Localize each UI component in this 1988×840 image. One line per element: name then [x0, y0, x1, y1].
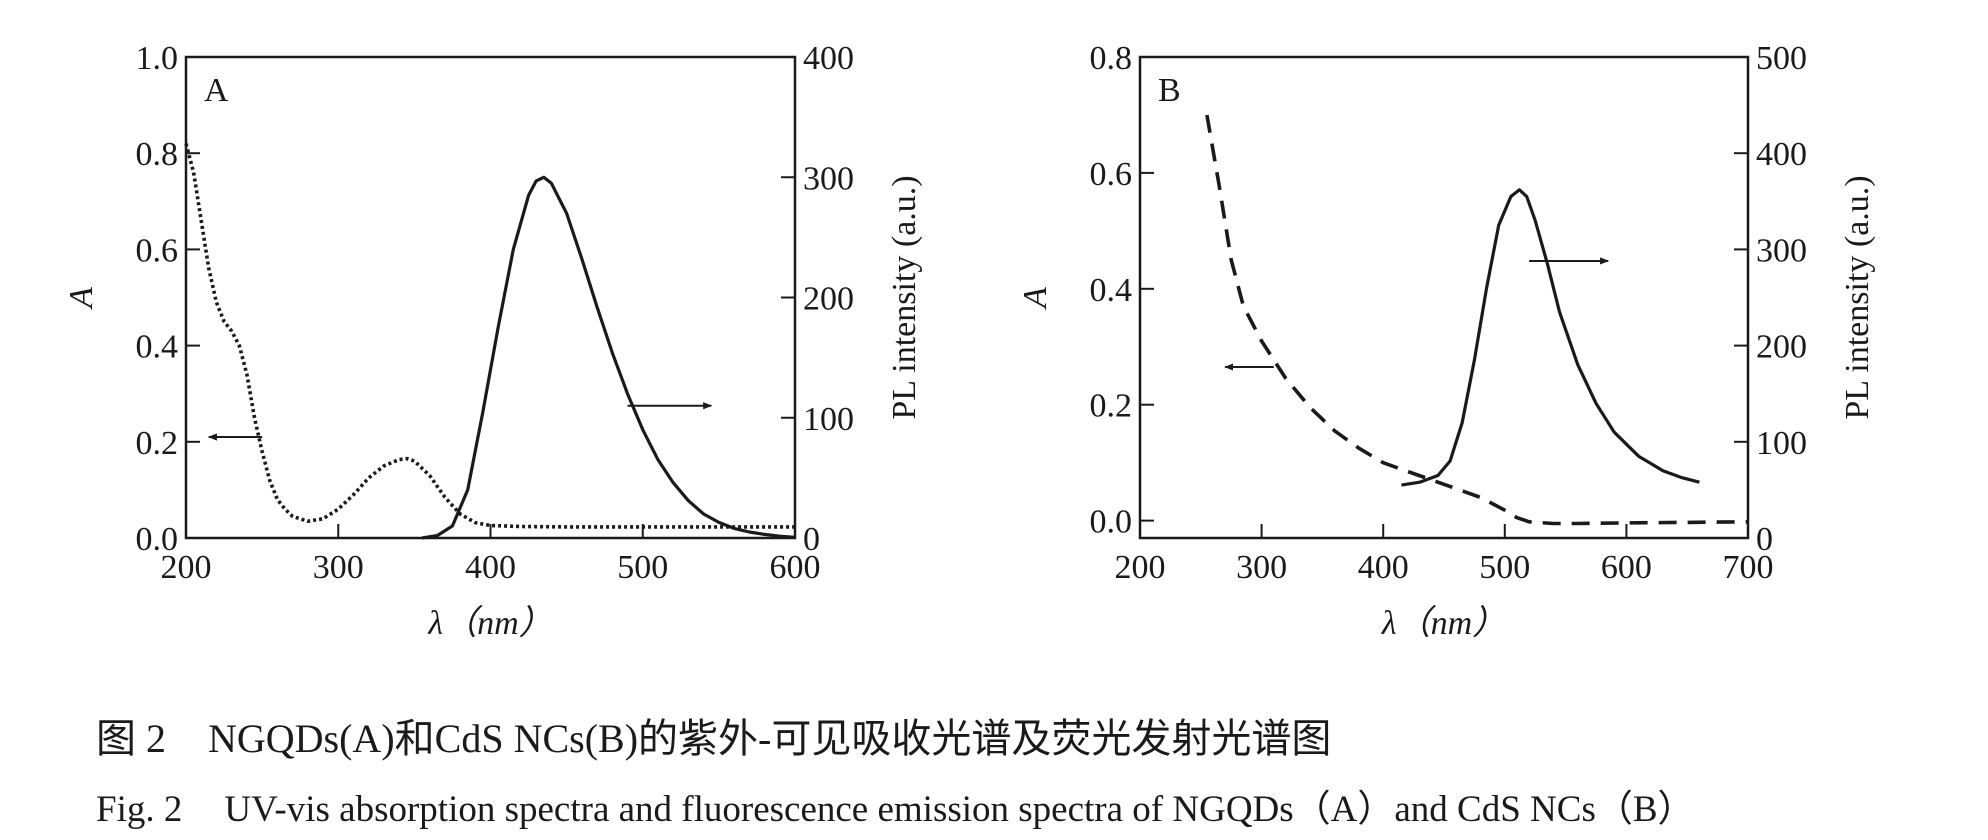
panel-a-ytick-left-label: 0.4	[136, 329, 179, 366]
panel-b-xtick-label: 200	[1115, 549, 1166, 586]
panel-b-ytick-left-label: 0.0	[1090, 504, 1133, 541]
caption-chinese-text: NGQDs(A)和CdS NCs(B)的紫外-可见吸收光谱及荧光发射光谱图	[208, 716, 1332, 761]
panel-a-ytick-left-label: 1.0	[136, 40, 179, 77]
panel-b-y-axis-title-right: PL intensity (a.u.)	[1839, 175, 1876, 419]
panel-a-ytick-right-label: 100	[803, 401, 854, 438]
panel-b-y-axis-title-left: A	[1017, 287, 1054, 310]
panel-a-ytick-right-label: 200	[803, 281, 854, 318]
panel-a: 200 300 400 500 600 0.0 0.2 0.4 0.6 0.8 1.0 0 100 200…	[63, 40, 923, 642]
panel-a-x-axis-title: λ（nm）	[427, 604, 552, 642]
panel-a-xtick-label: 300	[313, 549, 364, 586]
caption-chinese: 图 2 NGQDs(A)和CdS NCs(B)的紫外-可见吸收光谱及荧光发射光谱图	[96, 706, 1331, 764]
panel-a-xtick-label: 500	[617, 549, 668, 586]
panel-b-ytick-right-label: 100	[1756, 425, 1807, 462]
panel-a-ytick-left-label: 0.2	[136, 425, 179, 462]
caption-english: Fig. 2 UV-vis absorption spectra and fluo…	[96, 778, 1695, 832]
panel-b-xtick-label: 400	[1358, 549, 1409, 586]
panel-b-ytick-left-label: 0.4	[1090, 272, 1133, 309]
panel-a-y-axis-title-left: A	[63, 287, 100, 310]
panel-b-ytick-right-label: 300	[1756, 232, 1807, 269]
panel-b-x-axis-title: λ（nm）	[1381, 604, 1506, 642]
panel-a-y-axis-title-right: PL intensity (a.u.)	[886, 175, 923, 419]
panel-b: 200 300 400 500 600 700 0.0 0.2 0.4 0.6 0.8 0 100 200…	[1017, 40, 1876, 642]
caption-english-text: UV-vis absorption spectra and fluorescen…	[224, 789, 1695, 830]
caption-chinese-number: 图 2	[96, 716, 166, 761]
panel-a-series-solid-right	[421, 175, 796, 540]
panel-a-ytick-left-label: 0.8	[136, 136, 179, 173]
panel-b-ytick-right-label: 500	[1756, 40, 1807, 77]
panel-b-series-solid-right	[1401, 188, 1700, 487]
panel-b-ytick-left-label: 0.2	[1090, 388, 1133, 425]
caption-english-number: Fig. 2	[96, 789, 183, 830]
panel-b-frame	[1138, 55, 1750, 540]
panel-b-ytick-right-label: 400	[1756, 136, 1807, 173]
panel-a-xtick-label: 600	[770, 549, 821, 586]
panel-b-ytick-left-label: 0.8	[1090, 40, 1133, 77]
panel-b-xtick-label: 500	[1479, 549, 1530, 586]
panel-a-xtick-label: 200	[161, 549, 212, 586]
panel-b-ytick-left-label: 0.6	[1090, 156, 1133, 193]
panel-b-xtick-label: 600	[1601, 549, 1652, 586]
panel-a-frame	[184, 55, 797, 540]
panel-b-xtick-label: 700	[1723, 549, 1774, 586]
panel-a-ytick-left-label: 0.6	[136, 232, 179, 269]
panel-b-label: B	[1158, 72, 1181, 109]
panel-a-label: A	[204, 72, 229, 109]
panel-a-ytick-right-label: 400	[803, 40, 854, 77]
panel-a-ytick-right-label: 300	[803, 160, 854, 197]
panel-a-ytick-left-label: 0.0	[136, 521, 179, 558]
panel-a-xtick-label: 400	[465, 549, 516, 586]
panel-b-series-dashed-left	[1205, 114, 1749, 526]
panel-a-ytick-right-label: 0	[803, 521, 820, 558]
panel-b-ytick-right-label: 0	[1756, 521, 1773, 558]
panel-a-series-dotted-left	[184, 143, 795, 529]
panel-b-ytick-right-label: 200	[1756, 329, 1807, 366]
panel-b-xtick-label: 300	[1236, 549, 1287, 586]
